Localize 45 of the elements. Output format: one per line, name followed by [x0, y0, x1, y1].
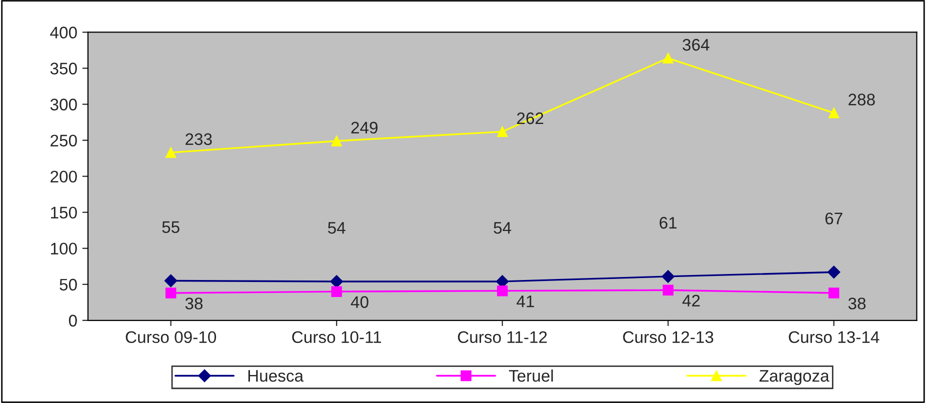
point [330, 275, 344, 288]
point [828, 108, 840, 118]
point [165, 288, 176, 298]
data-label: 67 [825, 212, 842, 224]
y-tick-label: 50 [60, 278, 77, 291]
point [331, 136, 342, 146]
point [662, 52, 674, 64]
point [662, 270, 675, 283]
x-tick-label: Curso 09-10 [126, 331, 216, 344]
data-label: 288 [848, 94, 875, 106]
y-tick-label: 300 [50, 98, 77, 110]
data-label: 364 [682, 38, 710, 51]
y-tick-label: 100 [51, 242, 77, 255]
y-tick-label: 0 [68, 314, 77, 327]
y-tick-label: 400 [50, 26, 77, 38]
x-tick-label: Curso 12-13 [623, 331, 714, 344]
legend-label: Huesca [248, 370, 304, 382]
x-tick-label: Curso 13-14 [788, 331, 880, 344]
data-label: 61 [660, 216, 677, 229]
legend-label: Zaragoza [759, 370, 830, 386]
point [496, 126, 508, 138]
x-tick-label: Curso 11-12 [458, 331, 547, 344]
x-tick-label: Curso 10-11 [292, 331, 382, 344]
point [828, 288, 840, 298]
data-label: 233 [186, 133, 212, 146]
data-label: 38 [848, 298, 866, 310]
point [827, 266, 840, 279]
legend-label: Teruel [508, 370, 553, 382]
y-tick-label: 350 [50, 62, 77, 74]
data-label: 249 [351, 122, 378, 134]
data-label: 40 [350, 296, 368, 308]
y-tick-label: 200 [50, 170, 77, 183]
point [662, 284, 674, 296]
point [165, 147, 176, 158]
y-tick-label: 250 [50, 134, 77, 146]
data-label: 55 [162, 221, 180, 234]
point [331, 286, 342, 297]
point [496, 285, 508, 296]
point [164, 274, 178, 288]
data-label: 54 [494, 222, 512, 234]
data-label: 41 [516, 296, 534, 308]
data-label: 54 [328, 222, 346, 234]
data-label: 42 [682, 294, 700, 306]
data-label: 38 [185, 298, 203, 310]
y-tick-label: 150 [51, 206, 77, 219]
